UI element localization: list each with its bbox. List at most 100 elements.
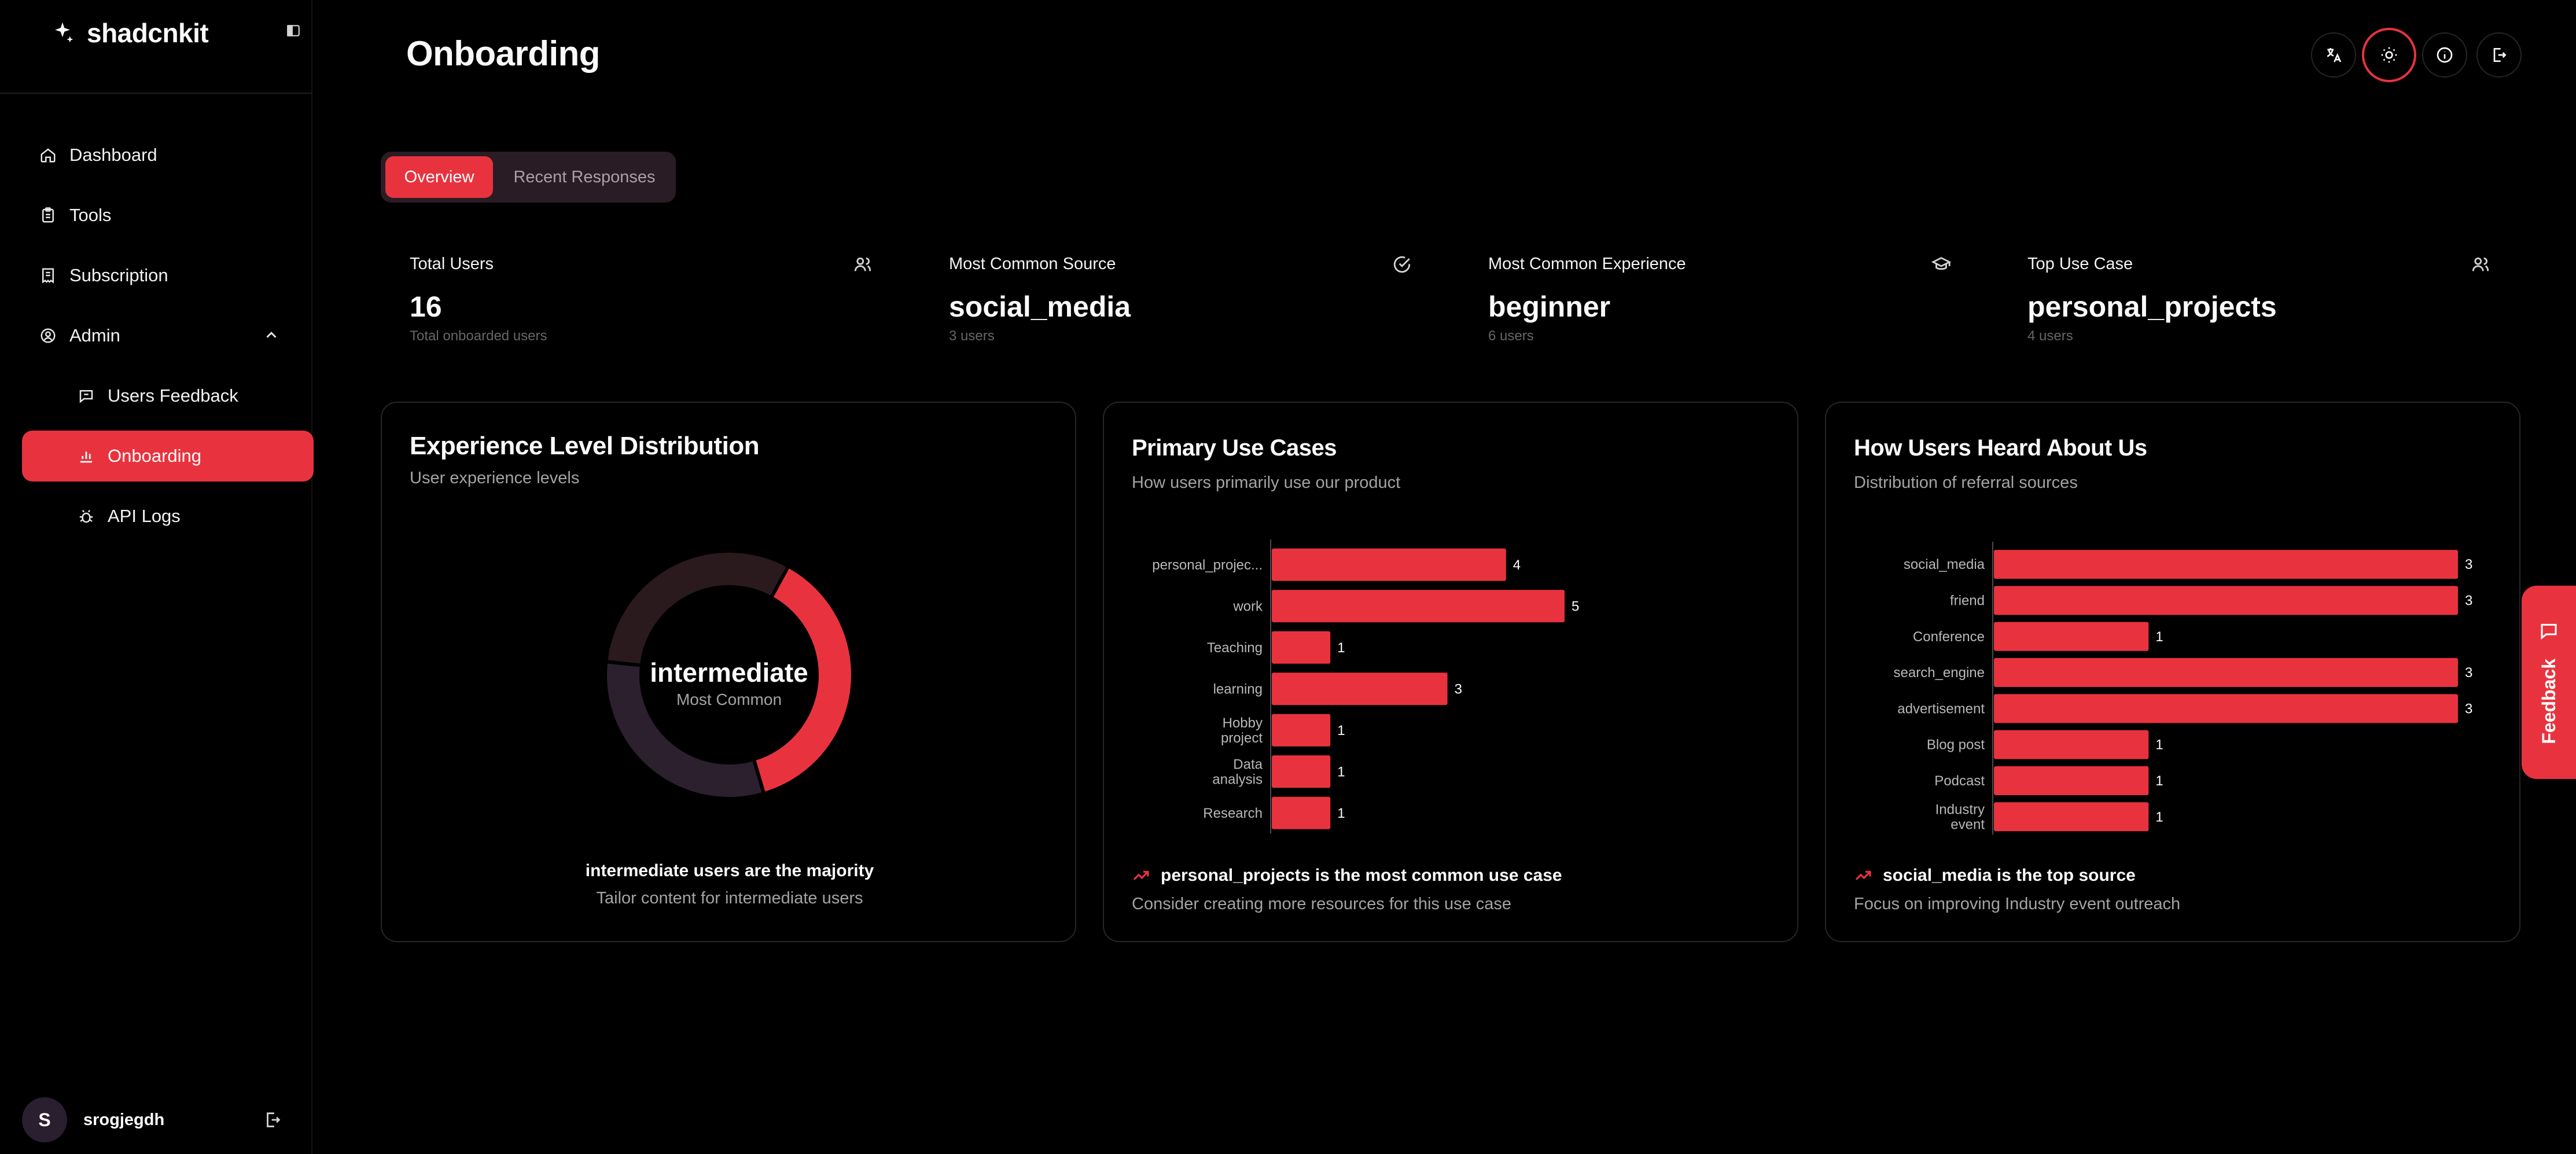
bar <box>1994 694 2458 723</box>
message-icon <box>2541 624 2557 640</box>
category-label: learning <box>1213 681 1263 697</box>
stat-subtext: 3 users <box>949 328 995 344</box>
stat-subtext: 6 users <box>1488 328 1534 344</box>
bar <box>1994 766 2149 795</box>
card-title: Primary Use Cases <box>1132 435 1337 461</box>
bar <box>1994 586 2458 615</box>
category-label-line: personal_projec... <box>1152 557 1263 573</box>
stat-value: social_media <box>949 291 1131 323</box>
users-icon <box>2472 257 2489 271</box>
sidebar-item-subscription[interactable]: Subscription <box>22 250 314 301</box>
sidebar-item-label: Users Feedback <box>108 385 238 406</box>
bar-value-label: 5 <box>1572 598 1579 614</box>
stat-value: personal_projects <box>2027 291 2277 323</box>
bar-chart-icon <box>80 451 92 463</box>
theme-toggle-button[interactable] <box>2362 28 2416 82</box>
footer-title: social_media is the top source <box>1883 866 2136 885</box>
bar <box>1272 714 1331 747</box>
use-cases-card: Primary Use Cases How users primarily us… <box>1103 402 1798 942</box>
footer-title: intermediate users are the majority <box>585 861 874 880</box>
feedback-label: Feedback <box>2538 659 2559 744</box>
clipboard-icon <box>42 207 54 223</box>
sidebar-item-admin[interactable]: Admin <box>22 310 314 361</box>
user-menu[interactable]: S srogjegdh <box>22 1097 164 1142</box>
tab-overview[interactable]: Overview <box>385 156 493 198</box>
stat-label: Most Common Experience <box>1488 255 1686 273</box>
bar <box>1994 658 2458 688</box>
sidebar-item-api-logs[interactable]: API Logs <box>60 491 314 542</box>
bar-value-label: 3 <box>1455 681 1462 697</box>
feedback-tab[interactable]: Feedback <box>2522 586 2576 779</box>
receipt-icon <box>42 268 54 284</box>
bar <box>1272 672 1448 705</box>
stat-subtext: Total onboarded users <box>410 328 547 344</box>
sidebar-item-label: Tools <box>69 205 112 225</box>
footer-title-row: social_media is the top source <box>1854 866 2180 885</box>
brand[interactable]: shadcnkit <box>50 17 209 49</box>
chevron-up-icon[interactable] <box>263 326 280 344</box>
logout-icon[interactable] <box>263 1110 282 1130</box>
experience-card: Experience Level Distribution User exper… <box>381 402 1076 942</box>
tab-recent-responses[interactable]: Recent Responses <box>513 167 656 186</box>
donut-slice <box>603 549 791 668</box>
bar-value-label: 3 <box>2465 665 2472 681</box>
bar <box>1994 622 2149 651</box>
users-icon <box>854 257 871 271</box>
logout-icon <box>2493 48 2507 62</box>
bar-value-label: 1 <box>2155 809 2163 825</box>
graduation-cap-icon <box>1931 257 1951 270</box>
stat-most-common-experience: Most Common Experience beginner 6 users <box>1488 255 1951 359</box>
category-label-line: Blog post <box>1927 737 1985 753</box>
bar-value-label: 3 <box>2465 557 2472 572</box>
trending-up-icon <box>1133 870 1149 880</box>
sidebar-item-label: Admin <box>69 325 120 346</box>
category-label-line: learning <box>1213 681 1263 697</box>
stat-most-common-source: Most Common Source social_media 3 users <box>949 255 1412 359</box>
category-label: Teaching <box>1207 640 1263 656</box>
sidebar-item-users-feedback[interactable]: Users Feedback <box>60 370 314 421</box>
card-description: How users primarily use our product <box>1132 473 1401 492</box>
sources-bar-chart: social_media 3 friend 3 Conference 1 search_en… <box>1894 542 2472 835</box>
sidebar-item-tools[interactable]: Tools <box>22 190 314 241</box>
info-button[interactable] <box>2422 32 2467 78</box>
avatar: S <box>22 1097 67 1142</box>
category-label: Hobby project <box>1221 715 1263 746</box>
stat-label: Top Use Case <box>2027 255 2133 273</box>
brand-name: shadcnkit <box>87 18 209 48</box>
page-title: Onboarding <box>406 34 600 73</box>
sidebar-item-dashboard[interactable]: Dashboard <box>22 130 314 181</box>
category-label-line: social_media <box>1904 557 1985 572</box>
stat-value: beginner <box>1488 291 1611 323</box>
sidebar-item-label: Subscription <box>69 265 168 285</box>
check-circle-icon <box>1393 256 1411 273</box>
sources-card: How Users Heard About Us Distribution of… <box>1825 402 2520 942</box>
user-name: srogjegdh <box>83 1110 165 1129</box>
category-label-line: Data <box>1233 756 1263 772</box>
footer-title: personal_projects is the most common use… <box>1161 866 1562 885</box>
sidebar-item-onboarding[interactable]: Onboarding <box>22 431 314 482</box>
category-label-line: Podcast <box>1934 773 1985 789</box>
bar-value-label: 3 <box>2465 701 2472 716</box>
sidebar-toggle-icon[interactable] <box>286 23 301 38</box>
admin-icon <box>41 328 56 343</box>
use-cases-bar-chart: personal_projec... 4 work 5 Teaching 1 learnin… <box>1152 539 1579 834</box>
trending-up-icon <box>1855 870 1871 880</box>
translate-button[interactable] <box>2311 32 2356 78</box>
stat-subtext: 4 users <box>2027 328 2073 344</box>
category-label-line: work <box>1232 598 1263 614</box>
stat-top-use-case: Top Use Case personal_projects 4 users <box>2027 255 2490 359</box>
category-label: Blog post <box>1927 737 1985 753</box>
sidebar-item-label: Onboarding <box>108 446 202 466</box>
category-label: Podcast <box>1934 773 1985 789</box>
card-footer: personal_projects is the most common use… <box>1132 866 1562 914</box>
category-label: Data analysis <box>1212 756 1263 787</box>
logout-button[interactable] <box>2476 32 2522 78</box>
footer-subtext: Consider creating more resources for thi… <box>1132 895 1512 913</box>
category-label-line: event <box>1951 817 1985 832</box>
view-tabs: Overview Recent Responses <box>381 152 676 203</box>
translate-icon <box>2327 48 2342 63</box>
stat-total-users: Total Users 16 Total onboarded users <box>410 255 873 359</box>
category-label: social_media <box>1904 557 1985 572</box>
footer-subtext: Tailor content for intermediate users <box>596 889 863 907</box>
category-label-line: friend <box>1950 593 1985 608</box>
